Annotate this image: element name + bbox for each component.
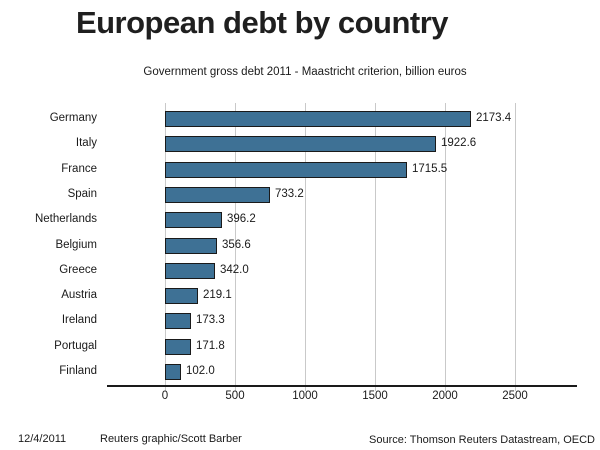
bar: [165, 238, 217, 254]
x-axis-line: [107, 385, 577, 387]
bar: [165, 136, 437, 152]
bar: [165, 111, 472, 127]
bar-value-label: 342.0: [220, 264, 249, 276]
x-gridline: [445, 103, 446, 386]
bar: [165, 313, 192, 329]
x-tick-label: 1500: [362, 390, 388, 402]
bar-value-label: 219.1: [203, 289, 232, 301]
x-tick: [165, 387, 166, 391]
footer-credit: Reuters graphic/Scott Barber: [100, 433, 242, 445]
chart-subtitle: Government gross debt 2011 - Maastricht …: [143, 66, 467, 78]
bar-value-label: 1715.5: [412, 163, 448, 175]
bar: [165, 288, 198, 304]
x-tick: [375, 387, 376, 391]
category-label: Netherlands: [34, 213, 97, 225]
x-tick-label: 1000: [292, 390, 318, 402]
category-label: Austria: [61, 289, 97, 301]
category-label: Finland: [59, 365, 97, 377]
footer-date: 12/4/2011: [18, 433, 67, 445]
category-label: France: [61, 163, 97, 175]
x-tick-label: 500: [225, 390, 245, 402]
footer-source: Source: Thomson Reuters Datastream, OECD: [369, 434, 595, 446]
bar: [165, 263, 215, 279]
bar-value-label: 733.2: [275, 188, 304, 200]
x-tick: [305, 387, 306, 391]
category-label: Spain: [67, 188, 97, 200]
bar-value-label: 1922.6: [441, 137, 477, 149]
x-tick-label: 2500: [502, 390, 528, 402]
bar-value-label: 2173.4: [476, 112, 512, 124]
bar: [165, 339, 192, 355]
bar-value-label: 171.8: [196, 340, 225, 352]
category-label: Greece: [59, 264, 97, 276]
category-label: Germany: [49, 112, 97, 124]
category-label: Portugal: [54, 340, 97, 352]
x-tick: [235, 387, 236, 391]
bar-value-label: 396.2: [227, 213, 256, 225]
x-gridline: [235, 103, 236, 386]
x-tick-label: 0: [161, 390, 169, 402]
bar: [165, 364, 182, 380]
x-gridline: [515, 103, 516, 386]
category-label: Italy: [75, 137, 97, 149]
x-tick: [445, 387, 446, 391]
bar-value-label: 102.0: [186, 365, 215, 377]
bar: [165, 162, 408, 178]
x-tick-label: 2000: [432, 390, 458, 402]
category-label: Ireland: [61, 314, 97, 326]
bar: [165, 187, 270, 203]
chart-title: European debt by country: [75, 5, 449, 40]
bar-value-label: 173.3: [196, 314, 225, 326]
bar-value-label: 356.6: [222, 239, 251, 251]
x-gridline: [305, 103, 306, 386]
x-tick: [515, 387, 516, 391]
bar: [165, 212, 223, 228]
category-label: Belgium: [55, 239, 97, 251]
x-gridline: [375, 103, 376, 386]
